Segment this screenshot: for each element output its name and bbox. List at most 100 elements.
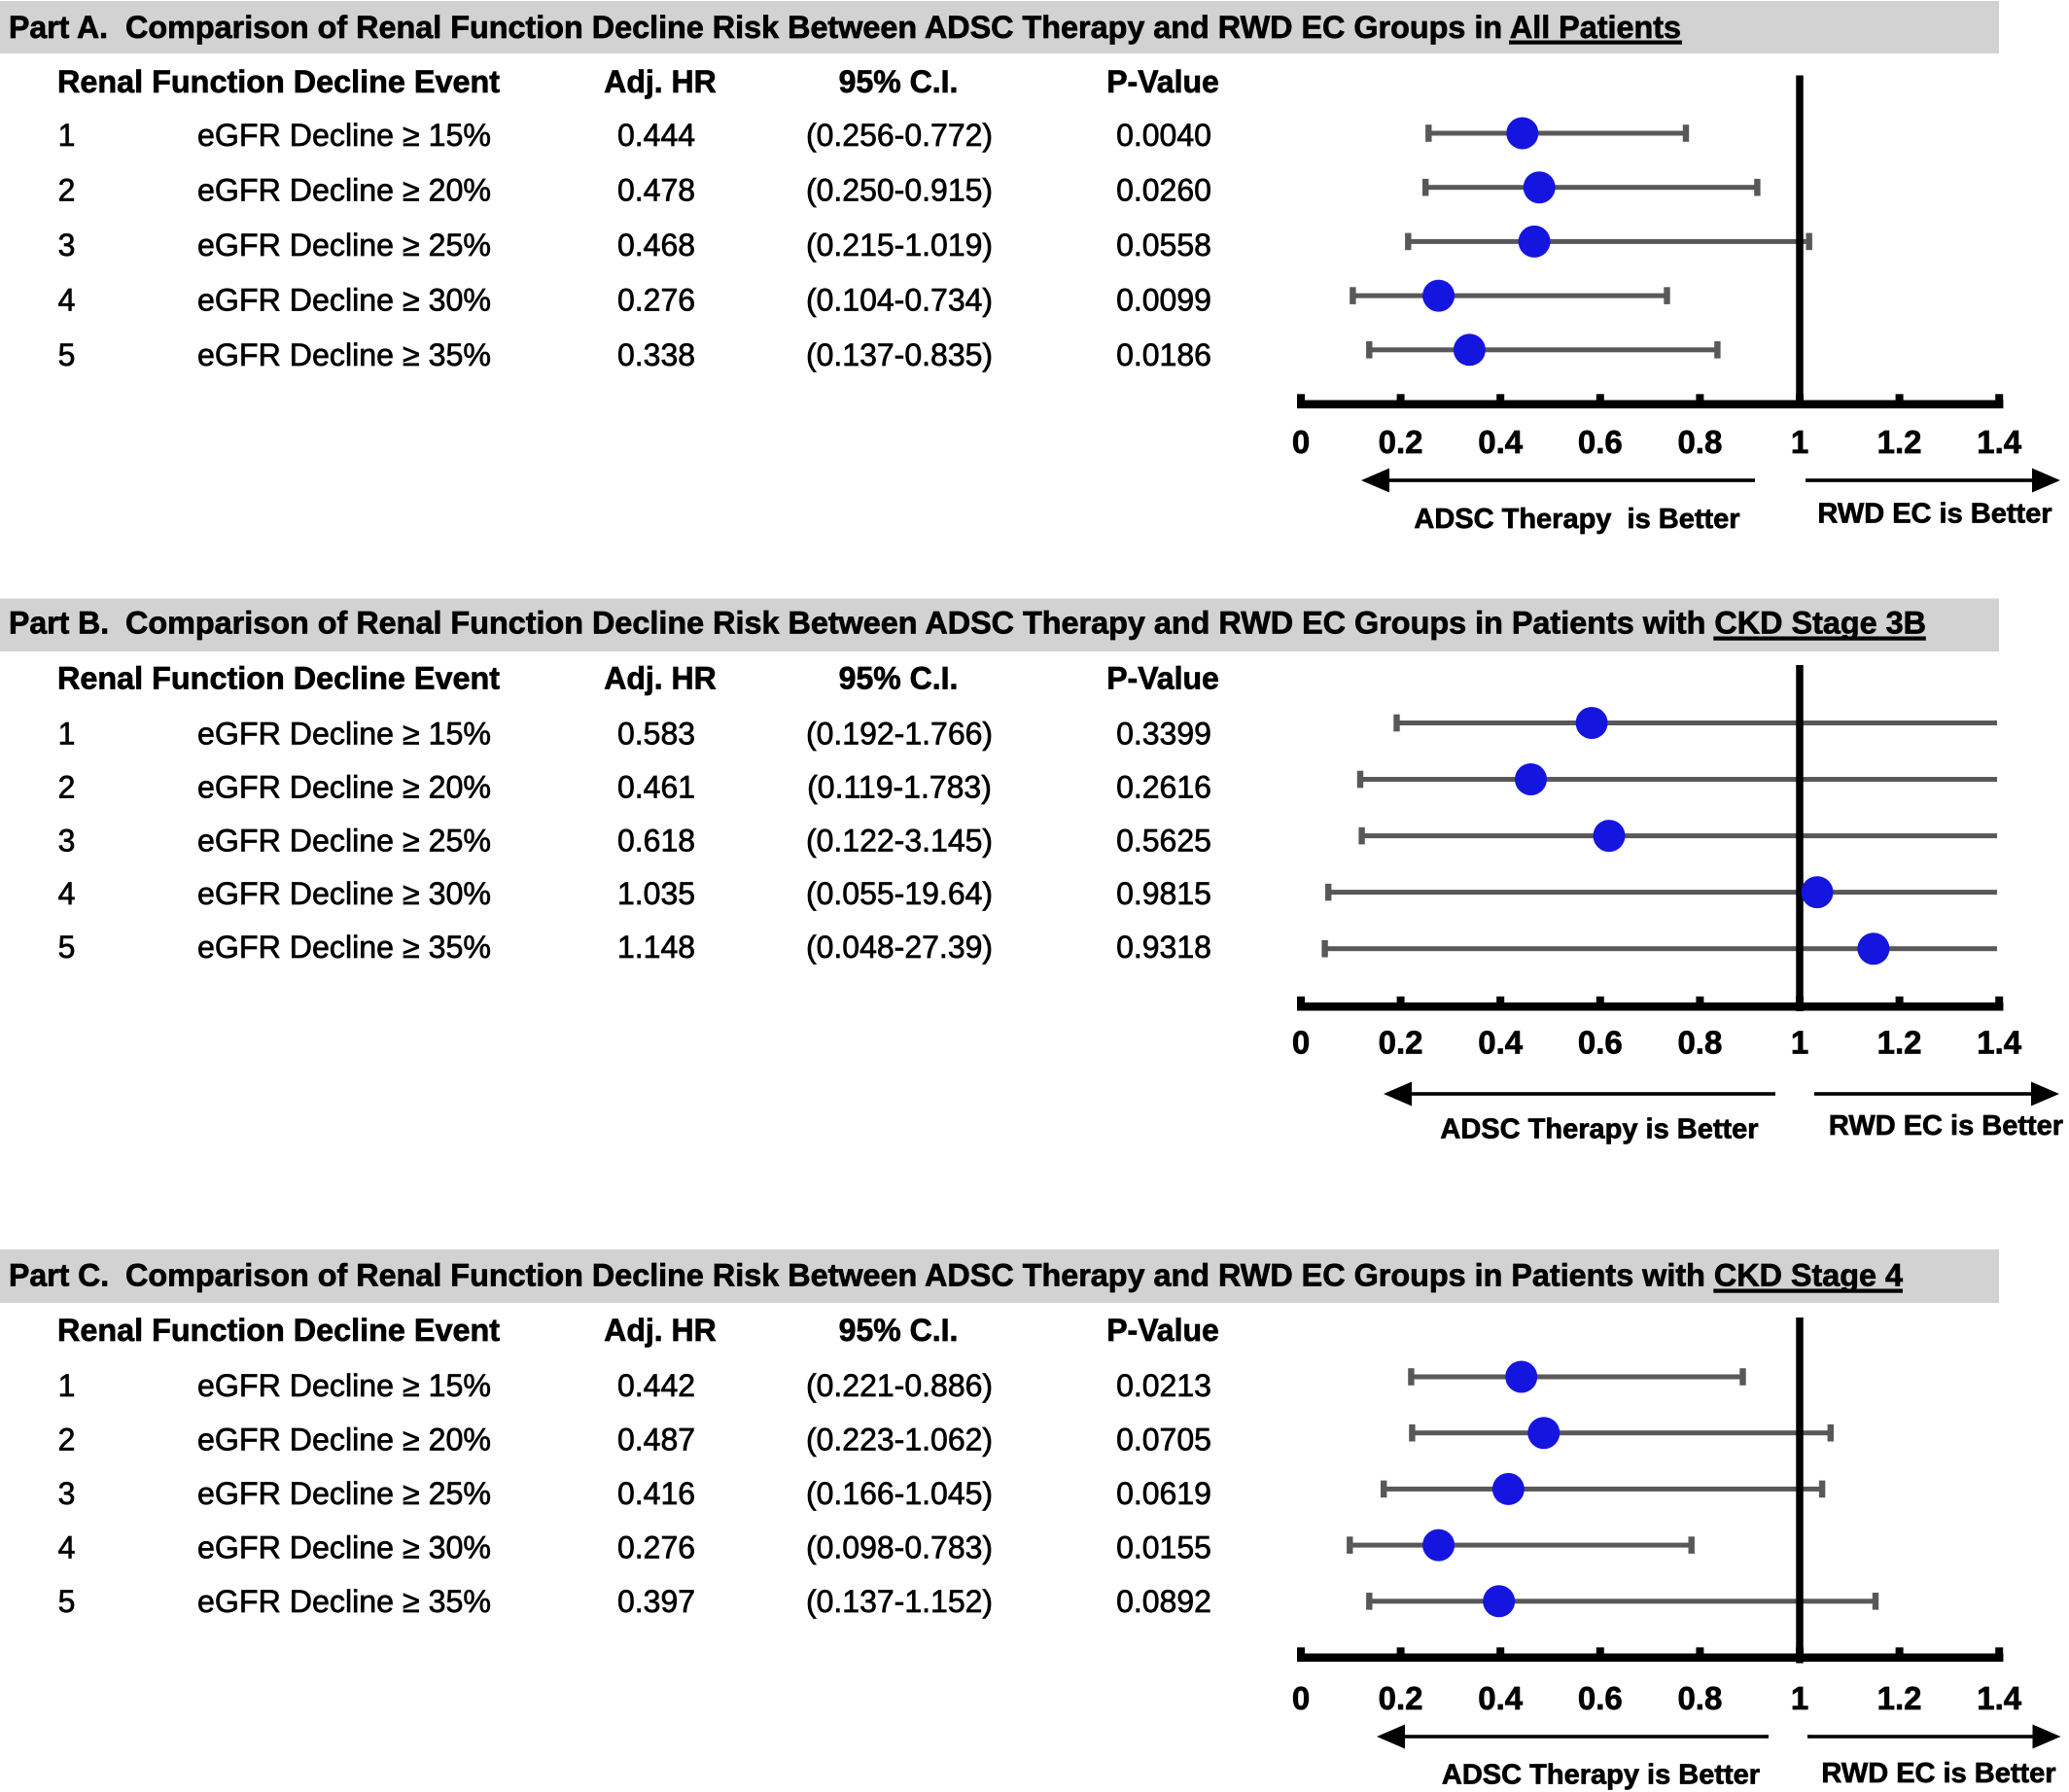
svg-text:0.4: 0.4 bbox=[1478, 1680, 1524, 1716]
svg-text:RWD EC is Better: RWD EC is Better bbox=[1829, 1110, 2063, 1142]
svg-text:(0.137-1.152): (0.137-1.152) bbox=[806, 1584, 993, 1619]
svg-text:eGFR Decline ≥ 30%: eGFR Decline ≥ 30% bbox=[197, 1530, 491, 1565]
svg-text:0.0260: 0.0260 bbox=[1116, 173, 1211, 208]
svg-text:0.9318: 0.9318 bbox=[1116, 930, 1211, 965]
svg-text:(0.119-1.783): (0.119-1.783) bbox=[807, 770, 992, 805]
svg-text:eGFR Decline ≥ 20%: eGFR Decline ≥ 20% bbox=[197, 173, 491, 208]
svg-text:0.9815: 0.9815 bbox=[1116, 876, 1211, 911]
svg-text:(0.055-19.64): (0.055-19.64) bbox=[806, 876, 993, 911]
svg-text:Renal Function Decline Event: Renal Function Decline Event bbox=[57, 661, 500, 696]
svg-text:0.4: 0.4 bbox=[1478, 424, 1524, 460]
svg-text:1.4: 1.4 bbox=[1977, 1025, 2022, 1061]
svg-text:4: 4 bbox=[58, 1530, 76, 1565]
svg-text:0.0558: 0.0558 bbox=[1116, 228, 1211, 263]
svg-text:P-Value: P-Value bbox=[1106, 661, 1219, 696]
svg-text:4: 4 bbox=[58, 876, 76, 911]
svg-text:0: 0 bbox=[1292, 1025, 1310, 1061]
svg-text:0.6: 0.6 bbox=[1578, 1025, 1623, 1061]
svg-text:0.583: 0.583 bbox=[617, 717, 695, 752]
svg-text:0: 0 bbox=[1292, 1680, 1310, 1716]
svg-text:Part B.: Part B. bbox=[9, 606, 109, 641]
svg-text:(0.048-27.39): (0.048-27.39) bbox=[806, 930, 993, 965]
svg-text:1: 1 bbox=[58, 118, 76, 153]
svg-text:0.618: 0.618 bbox=[617, 824, 695, 859]
svg-text:1.2: 1.2 bbox=[1877, 1025, 1922, 1061]
svg-text:P-Value: P-Value bbox=[1106, 64, 1219, 99]
svg-text:Part A.: Part A. bbox=[9, 10, 108, 45]
svg-text:0.442: 0.442 bbox=[617, 1368, 695, 1403]
svg-text:eGFR Decline ≥ 20%: eGFR Decline ≥ 20% bbox=[197, 1423, 491, 1458]
svg-text:eGFR Decline ≥ 20%: eGFR Decline ≥ 20% bbox=[197, 770, 491, 805]
svg-text:0: 0 bbox=[1292, 424, 1310, 460]
svg-text:0.0186: 0.0186 bbox=[1116, 337, 1211, 372]
svg-text:(0.098-0.783): (0.098-0.783) bbox=[806, 1530, 993, 1565]
svg-text:Adj. HR: Adj. HR bbox=[604, 64, 717, 99]
svg-text:0.0040: 0.0040 bbox=[1116, 118, 1211, 153]
svg-text:(0.166-1.045): (0.166-1.045) bbox=[806, 1476, 993, 1511]
svg-text:1.2: 1.2 bbox=[1877, 1680, 1922, 1716]
svg-text:eGFR Decline ≥ 15%: eGFR Decline ≥ 15% bbox=[197, 717, 491, 752]
svg-text:0.3399: 0.3399 bbox=[1116, 717, 1211, 752]
svg-text:(0.192-1.766): (0.192-1.766) bbox=[806, 717, 993, 752]
svg-text:0.416: 0.416 bbox=[617, 1476, 695, 1511]
svg-text:95% C.I.: 95% C.I. bbox=[839, 64, 959, 99]
svg-text:0.8: 0.8 bbox=[1677, 1025, 1722, 1061]
svg-text:eGFR Decline ≥ 25%: eGFR Decline ≥ 25% bbox=[197, 824, 491, 859]
svg-text:0.276: 0.276 bbox=[617, 1530, 695, 1565]
svg-text:0.5625: 0.5625 bbox=[1116, 824, 1211, 859]
svg-text:1.148: 1.148 bbox=[617, 930, 695, 965]
svg-text:0.468: 0.468 bbox=[617, 228, 695, 263]
svg-text:1.4: 1.4 bbox=[1977, 1680, 2022, 1716]
svg-text:0.444: 0.444 bbox=[617, 118, 695, 153]
svg-text:eGFR Decline ≥ 30%: eGFR Decline ≥ 30% bbox=[197, 876, 491, 911]
svg-text:Adj. HR: Adj. HR bbox=[604, 1313, 717, 1348]
svg-text:2: 2 bbox=[58, 770, 76, 805]
svg-text:0.0705: 0.0705 bbox=[1116, 1423, 1211, 1458]
svg-text:1.2: 1.2 bbox=[1877, 424, 1922, 460]
svg-text:0.6: 0.6 bbox=[1578, 424, 1623, 460]
svg-text:0.8: 0.8 bbox=[1677, 1680, 1722, 1716]
svg-text:0.0213: 0.0213 bbox=[1116, 1368, 1211, 1403]
svg-text:1: 1 bbox=[1791, 1025, 1808, 1061]
svg-text:(0.215-1.019): (0.215-1.019) bbox=[806, 228, 993, 263]
svg-text:0.276: 0.276 bbox=[617, 283, 695, 318]
svg-text:eGFR Decline ≥ 25%: eGFR Decline ≥ 25% bbox=[197, 228, 491, 263]
svg-text:(0.122-3.145): (0.122-3.145) bbox=[806, 824, 993, 859]
svg-text:Renal Function Decline Event: Renal Function Decline Event bbox=[57, 1313, 500, 1348]
svg-text:0.2: 0.2 bbox=[1379, 1680, 1423, 1716]
svg-text:1: 1 bbox=[1791, 1680, 1808, 1716]
svg-text:eGFR Decline ≥ 15%: eGFR Decline ≥ 15% bbox=[197, 118, 491, 153]
svg-text:ADSC Therapy is Better: ADSC Therapy is Better bbox=[1442, 1760, 1760, 1791]
svg-text:eGFR Decline ≥ 25%: eGFR Decline ≥ 25% bbox=[197, 1476, 491, 1511]
svg-text:(0.221-0.886): (0.221-0.886) bbox=[806, 1368, 993, 1403]
svg-text:95% C.I.: 95% C.I. bbox=[839, 1313, 959, 1348]
svg-text:eGFR Decline ≥ 35%: eGFR Decline ≥ 35% bbox=[197, 337, 491, 372]
svg-text:0.6: 0.6 bbox=[1578, 1680, 1623, 1716]
svg-text:5: 5 bbox=[58, 930, 76, 965]
svg-text:0.478: 0.478 bbox=[617, 173, 695, 208]
svg-text:2: 2 bbox=[58, 173, 76, 208]
svg-text:RWD EC is Better: RWD EC is Better bbox=[1817, 499, 2051, 530]
svg-text:eGFR Decline ≥ 35%: eGFR Decline ≥ 35% bbox=[197, 1584, 491, 1619]
svg-text:3: 3 bbox=[58, 824, 76, 859]
svg-text:0.397: 0.397 bbox=[617, 1584, 695, 1619]
svg-text:1: 1 bbox=[58, 717, 76, 752]
svg-text:1: 1 bbox=[58, 1368, 76, 1403]
svg-text:(0.137-0.835): (0.137-0.835) bbox=[806, 337, 993, 372]
svg-text:0.4: 0.4 bbox=[1478, 1025, 1524, 1061]
svg-text:eGFR Decline ≥ 30%: eGFR Decline ≥ 30% bbox=[197, 283, 491, 318]
svg-text:P-Value: P-Value bbox=[1106, 1313, 1219, 1348]
svg-text:ADSC Therapy is Better: ADSC Therapy is Better bbox=[1440, 1114, 1758, 1145]
svg-text:0.0892: 0.0892 bbox=[1116, 1584, 1211, 1619]
svg-text:Comparison of Renal Function D: Comparison of Renal Function Decline Ris… bbox=[125, 606, 1926, 641]
svg-text:(0.250-0.915): (0.250-0.915) bbox=[806, 173, 993, 208]
svg-text:0.461: 0.461 bbox=[617, 770, 695, 805]
svg-text:(0.256-0.772): (0.256-0.772) bbox=[806, 118, 993, 153]
svg-text:0.0099: 0.0099 bbox=[1116, 283, 1211, 318]
svg-text:3: 3 bbox=[58, 1476, 76, 1511]
svg-text:5: 5 bbox=[58, 1584, 76, 1619]
svg-text:(0.223-1.062): (0.223-1.062) bbox=[806, 1423, 993, 1458]
svg-text:0.8: 0.8 bbox=[1677, 424, 1722, 460]
svg-text:2: 2 bbox=[58, 1423, 76, 1458]
svg-text:1.4: 1.4 bbox=[1977, 424, 2022, 460]
